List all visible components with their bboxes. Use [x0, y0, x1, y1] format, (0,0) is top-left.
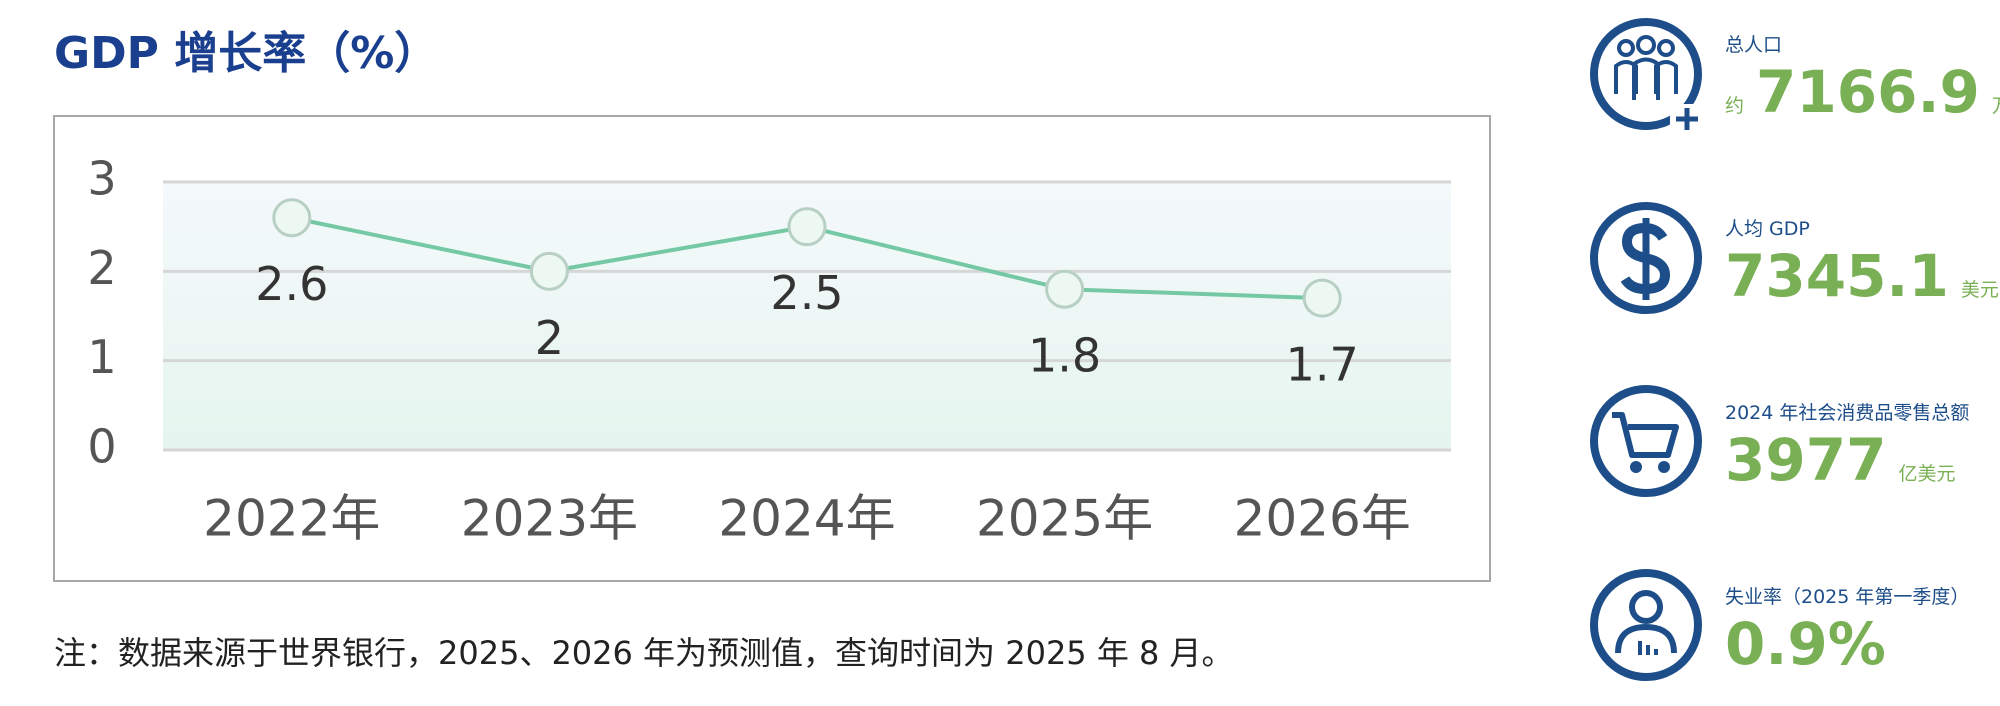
unemployment-icon [1590, 569, 1702, 681]
stat-unemployment: 失业率（2025 年第一季度） 0.9% [1725, 582, 1969, 677]
chart: GDP 增长率（%） 0 1 2 3 2022年 2023年 2024年 2025年 2026年… [53, 28, 1491, 582]
y-tick-label: 1 [87, 330, 116, 384]
dollar-icon [1590, 202, 1702, 314]
data-point [1045, 269, 1085, 309]
stat-population: 总人口 约 7166.9 万 [1725, 30, 2000, 125]
stat-label: 总人口 [1725, 34, 1783, 56]
stat-unit: 亿美元 [1898, 463, 1956, 485]
stat-value: 3977 [1725, 426, 1887, 494]
data-point [1302, 278, 1342, 318]
x-tick-label: 2022年 [203, 490, 380, 548]
stat-value: 7166.9 [1756, 58, 1980, 126]
population-icon [1590, 18, 1704, 134]
data-point [529, 251, 569, 291]
stat-label: 人均 GDP [1725, 218, 1810, 240]
stat-value: 0.9% [1725, 610, 1886, 678]
y-tick-label: 3 [87, 152, 116, 206]
data-point [787, 207, 827, 247]
x-tick-label: 2024年 [718, 490, 895, 548]
chart-title: GDP 增长率（%） [54, 28, 438, 79]
stat-label: 失业率（2025 年第一季度） [1725, 586, 1970, 608]
data-label: 2.5 [770, 266, 843, 320]
data-point [272, 198, 312, 238]
y-tick-label: 2 [87, 241, 116, 295]
y-tick-label: 0 [87, 420, 116, 474]
data-label: 1.8 [1028, 329, 1101, 383]
stat-gdp-per-capita: 人均 GDP 7345.1 美元 [1725, 214, 1999, 309]
stat-value: 7345.1 [1725, 242, 1949, 310]
cart-icon [1590, 385, 1702, 497]
x-tick-label: 2023年 [461, 490, 638, 548]
stat-retail: 2024 年社会消费品零售总额 3977 亿美元 [1725, 398, 1969, 493]
stat-prefix: 约 [1725, 95, 1745, 117]
data-label: 2.6 [255, 257, 328, 311]
data-label: 2 [535, 311, 564, 365]
stat-unit: 万 [1992, 91, 2000, 118]
stat-unit: 美元 [1960, 279, 1999, 301]
x-tick-label: 2026年 [1234, 490, 1411, 548]
footnote: 注：数据来源于世界银行，2025、2026 年为预测值，查询时间为 2025 年… [54, 634, 1234, 672]
x-tick-label: 2025年 [976, 490, 1153, 548]
data-label: 1.7 [1286, 338, 1359, 392]
stat-label: 2024 年社会消费品零售总额 [1725, 402, 1970, 424]
